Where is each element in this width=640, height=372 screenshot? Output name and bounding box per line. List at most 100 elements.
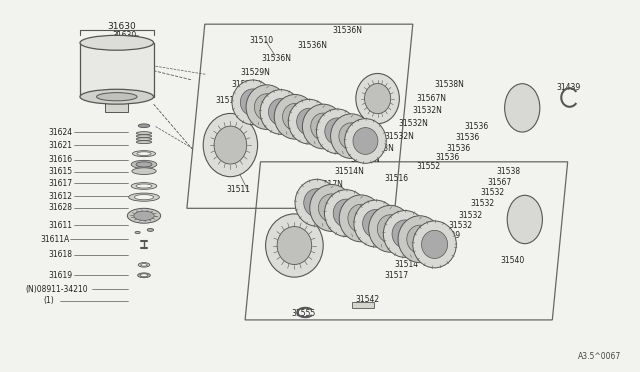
Ellipse shape <box>136 138 152 141</box>
Text: 31532N: 31532N <box>412 106 442 115</box>
Ellipse shape <box>136 162 152 167</box>
Text: 31517N: 31517N <box>314 180 344 189</box>
Text: 31536: 31536 <box>447 144 471 153</box>
Text: 31618: 31618 <box>48 250 72 259</box>
Ellipse shape <box>344 119 386 163</box>
Ellipse shape <box>383 211 427 257</box>
Bar <box>105 100 128 112</box>
Ellipse shape <box>134 195 154 200</box>
Text: 31521: 31521 <box>406 249 430 258</box>
Ellipse shape <box>80 89 154 104</box>
Ellipse shape <box>136 184 152 188</box>
Ellipse shape <box>325 118 350 145</box>
Ellipse shape <box>311 113 336 140</box>
Ellipse shape <box>339 195 383 242</box>
Ellipse shape <box>131 160 157 169</box>
Text: 31510: 31510 <box>250 36 274 45</box>
Text: 31555: 31555 <box>291 310 316 318</box>
Ellipse shape <box>330 114 372 158</box>
Ellipse shape <box>277 227 312 264</box>
Text: 31621: 31621 <box>48 141 72 150</box>
Ellipse shape <box>255 94 280 121</box>
Ellipse shape <box>304 189 330 217</box>
Text: 31532: 31532 <box>448 221 472 230</box>
Ellipse shape <box>333 199 359 227</box>
Text: 31536N: 31536N <box>261 54 291 63</box>
FancyBboxPatch shape <box>80 43 154 97</box>
Ellipse shape <box>135 231 140 234</box>
Ellipse shape <box>392 220 418 248</box>
Ellipse shape <box>136 132 152 135</box>
Text: 31536: 31536 <box>435 153 460 162</box>
Ellipse shape <box>310 185 353 231</box>
Ellipse shape <box>136 141 152 144</box>
Ellipse shape <box>365 84 390 114</box>
Ellipse shape <box>127 208 161 223</box>
Text: 31624: 31624 <box>48 128 72 137</box>
Ellipse shape <box>129 193 159 201</box>
Ellipse shape <box>140 274 148 277</box>
Ellipse shape <box>413 221 456 268</box>
Text: 31516: 31516 <box>384 174 408 183</box>
Text: 31538N: 31538N <box>434 80 464 89</box>
Text: 31516N: 31516N <box>215 96 245 105</box>
Ellipse shape <box>232 80 274 125</box>
Ellipse shape <box>266 214 323 277</box>
Text: 31628: 31628 <box>48 203 72 212</box>
Text: 31630: 31630 <box>107 22 136 31</box>
Ellipse shape <box>138 273 150 278</box>
Ellipse shape <box>302 104 344 149</box>
Text: 31521N: 31521N <box>351 155 380 164</box>
Ellipse shape <box>317 109 358 154</box>
Ellipse shape <box>97 93 137 101</box>
Text: (N)08911-34210: (N)08911-34210 <box>26 285 88 294</box>
Text: 31536: 31536 <box>465 122 489 131</box>
Text: 31529: 31529 <box>436 231 461 240</box>
Ellipse shape <box>132 151 156 157</box>
Ellipse shape <box>363 209 388 238</box>
Text: 31514: 31514 <box>395 260 419 269</box>
Text: 31517: 31517 <box>384 271 408 280</box>
Text: 31616: 31616 <box>48 155 72 164</box>
Text: (1): (1) <box>44 296 54 305</box>
Text: 31611A: 31611A <box>40 235 70 244</box>
Ellipse shape <box>269 99 293 125</box>
Text: 31540: 31540 <box>500 256 525 265</box>
Ellipse shape <box>288 99 330 144</box>
Text: 31617: 31617 <box>48 179 72 187</box>
Ellipse shape <box>398 216 442 263</box>
Ellipse shape <box>204 113 257 177</box>
Text: 31542: 31542 <box>355 295 380 304</box>
Ellipse shape <box>378 215 403 243</box>
Ellipse shape <box>504 84 540 132</box>
Ellipse shape <box>214 126 246 164</box>
Ellipse shape <box>297 108 322 135</box>
Text: 31523N: 31523N <box>365 144 395 153</box>
Text: 31532: 31532 <box>480 188 504 197</box>
Ellipse shape <box>319 194 344 222</box>
Ellipse shape <box>241 89 266 116</box>
Ellipse shape <box>348 204 374 232</box>
Text: 31536: 31536 <box>456 133 480 142</box>
Ellipse shape <box>324 190 368 237</box>
Ellipse shape <box>339 123 364 150</box>
Ellipse shape <box>295 179 339 226</box>
Text: 31536N: 31536N <box>297 41 327 50</box>
Ellipse shape <box>134 211 154 220</box>
Text: 31523: 31523 <box>419 240 444 248</box>
Text: 31532: 31532 <box>459 211 483 219</box>
Ellipse shape <box>275 94 316 139</box>
Text: 31439: 31439 <box>557 83 581 92</box>
Text: 31619: 31619 <box>48 271 72 280</box>
Ellipse shape <box>422 230 447 259</box>
Ellipse shape <box>138 124 150 128</box>
Text: 31611: 31611 <box>48 221 72 230</box>
Text: 31630: 31630 <box>112 31 136 40</box>
Ellipse shape <box>260 90 302 134</box>
Ellipse shape <box>138 263 150 267</box>
Text: 31567: 31567 <box>488 178 512 187</box>
Ellipse shape <box>282 103 308 130</box>
Text: 31552: 31552 <box>416 162 440 171</box>
Text: 31612: 31612 <box>48 192 72 201</box>
Text: 31538: 31538 <box>496 167 520 176</box>
